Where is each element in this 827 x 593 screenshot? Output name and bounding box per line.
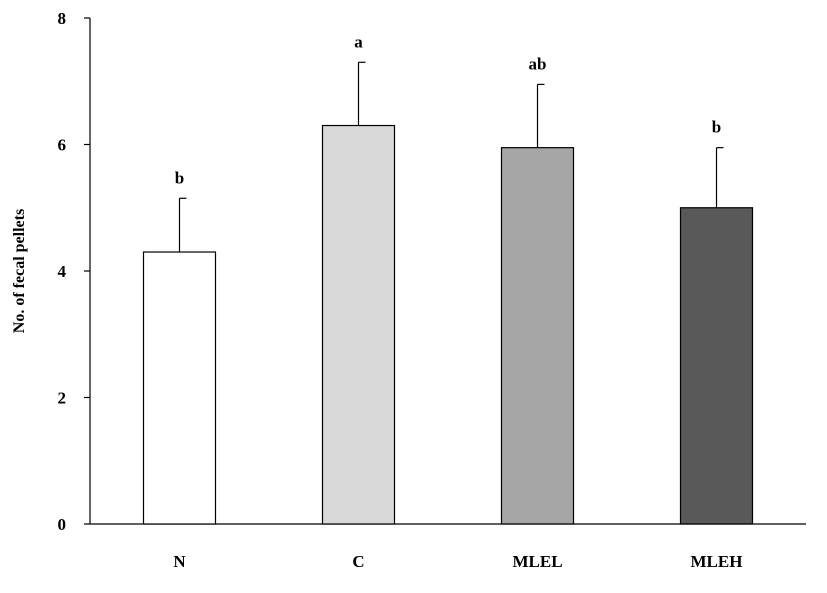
y-tick-label: 0 bbox=[58, 515, 67, 534]
category-label: MLEL bbox=[512, 552, 562, 571]
y-tick-label: 8 bbox=[58, 9, 67, 28]
significance-label: b bbox=[175, 168, 184, 187]
y-tick-label: 4 bbox=[58, 262, 67, 281]
bar-n bbox=[142, 251, 217, 525]
plot-area: 0 2 4 6 8 b a ab b N C MLEL MLEH bbox=[58, 9, 806, 571]
bar-group: b a ab b bbox=[142, 32, 754, 525]
significance-label: a bbox=[354, 32, 363, 51]
y-tick-label: 6 bbox=[58, 136, 67, 155]
bar-mleh bbox=[679, 207, 754, 525]
y-tick-group: 0 2 4 6 8 bbox=[58, 9, 90, 534]
category-label-group: N C MLEL MLEH bbox=[173, 552, 742, 571]
significance-label: b bbox=[712, 118, 721, 137]
y-axis-label: No. of fecal pellets bbox=[11, 209, 28, 333]
y-tick-label: 2 bbox=[58, 389, 67, 408]
bar-c bbox=[321, 124, 396, 525]
category-label: C bbox=[352, 552, 364, 571]
bar-mlel bbox=[500, 147, 575, 525]
category-label: MLEH bbox=[691, 552, 743, 571]
category-label: N bbox=[173, 552, 186, 571]
significance-label: ab bbox=[529, 54, 547, 73]
